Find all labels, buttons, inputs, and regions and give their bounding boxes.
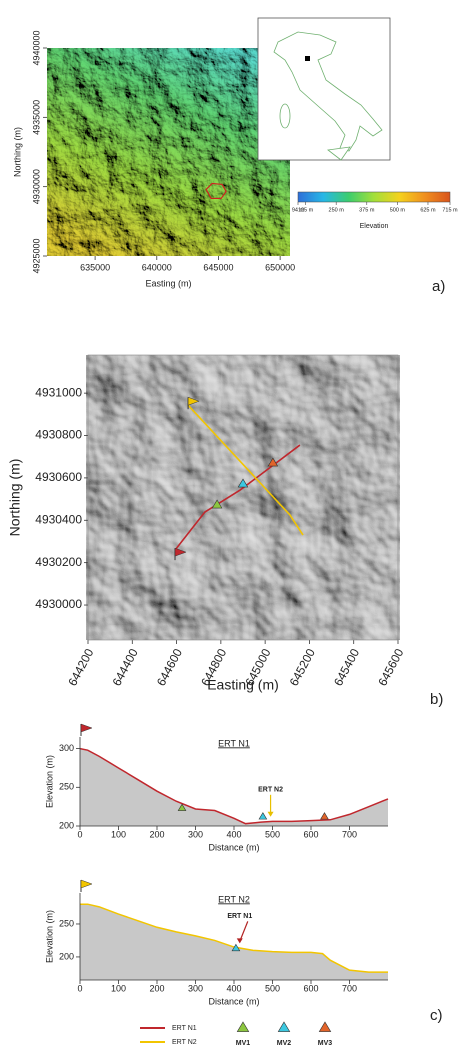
chart-title: ERT N1 — [218, 738, 250, 748]
colorbar-tick-label: 94 m — [292, 207, 305, 213]
colorbar-tick-label: 375 m — [359, 207, 375, 213]
x-axis-label: Easting (m) — [145, 278, 191, 288]
x-tick-label: 700 — [342, 983, 357, 993]
measurement-point — [177, 803, 187, 811]
x-tick-label: 645600 — [375, 646, 406, 688]
colorbar-tick-label: 625 m — [420, 207, 436, 213]
y-tick-label: 200 — [59, 820, 74, 830]
x-tick-label: 644400 — [110, 646, 141, 688]
y-tick-label: 200 — [59, 951, 74, 961]
x-tick-label: 700 — [342, 829, 357, 839]
legend-label: MV3 — [318, 1040, 333, 1047]
x-tick-label: 644200 — [65, 646, 96, 688]
x-tick-label: 600 — [303, 983, 318, 993]
x-tick-label: 200 — [149, 983, 164, 993]
x-axis-label: Distance (m) — [208, 842, 259, 852]
annotation-arrowhead — [236, 938, 243, 944]
panel-label: a) — [432, 278, 445, 295]
y-tick-label: 4935000 — [31, 100, 41, 135]
panel-label: c) — [430, 1007, 443, 1024]
flag — [80, 879, 93, 889]
elevation-raster — [47, 48, 290, 256]
plot-frame — [87, 354, 399, 641]
y-axis-label: Elevation (m) — [44, 755, 54, 808]
y-axis-label: Elevation (m) — [44, 910, 54, 963]
x-axis-label: Easting (m) — [207, 677, 279, 693]
y-tick-label: 250 — [59, 782, 74, 792]
colorbar-tick-label: 250 m — [329, 207, 345, 213]
x-tick-label: 100 — [111, 983, 126, 993]
x-tick-label: 645000 — [203, 262, 233, 272]
x-tick-label: 640000 — [142, 262, 172, 272]
x-tick-label: 500 — [265, 983, 280, 993]
x-axis-label: Distance (m) — [208, 996, 259, 1006]
x-tick-label: 200 — [149, 829, 164, 839]
x-tick-label: 600 — [303, 829, 318, 839]
y-tick-label: 4930000 — [35, 597, 82, 611]
annotation-arrow — [239, 921, 249, 942]
y-tick-label: 4930800 — [35, 428, 82, 442]
legend-label: MV1 — [236, 1040, 251, 1047]
legend-marker — [236, 1021, 250, 1032]
legend-marker — [277, 1021, 291, 1032]
y-axis-label: Northing (m) — [7, 459, 23, 537]
content: 635000 640000 645000 650000 4925000 4930000 49… — [7, 30, 458, 1046]
y-tick-label: 4930000 — [31, 169, 41, 204]
x-tick-label: 300 — [188, 829, 203, 839]
legend-marker — [318, 1021, 332, 1032]
ert-line — [187, 404, 304, 536]
colorbar-tick-label: 125 m — [298, 207, 314, 213]
x-tick-label: 400 — [226, 829, 241, 839]
colorbar-title: Elevation — [360, 223, 389, 230]
y-tick-label: 4930200 — [35, 555, 82, 569]
y-tick-label: 300 — [59, 743, 74, 753]
measurement-point — [258, 812, 268, 820]
x-tick-label: 644600 — [154, 646, 185, 688]
legend-label: ERT N1 — [172, 1025, 197, 1032]
x-tick-label: 645400 — [331, 646, 362, 688]
y-tick-label: 4931000 — [35, 385, 82, 399]
annotation: ERT N1 — [227, 913, 252, 920]
flag — [174, 547, 187, 557]
measurement-point — [211, 499, 223, 509]
x-tick-label: 0 — [77, 829, 82, 839]
colorbar — [297, 191, 451, 203]
measurement-point — [320, 812, 329, 820]
terrain-area — [80, 904, 388, 980]
panel-label: b) — [430, 691, 443, 708]
colorbar-tick-label: 715 m — [442, 207, 458, 213]
chart-title: ERT N2 — [218, 894, 250, 904]
x-tick-label: 300 — [188, 983, 203, 993]
legend-label: MV2 — [277, 1040, 292, 1047]
x-tick-label: 100 — [111, 829, 126, 839]
x-tick-label: 400 — [226, 983, 241, 993]
y-tick-label: 4940000 — [31, 30, 41, 65]
profile-line — [79, 747, 389, 825]
y-tick-label: 4930400 — [35, 512, 82, 526]
ert-line — [174, 444, 301, 551]
x-tick-label: 0 — [77, 983, 82, 993]
y-tick-label: 250 — [59, 918, 74, 928]
flag — [187, 396, 200, 406]
measurement-point — [267, 457, 279, 467]
study-area — [205, 182, 227, 200]
x-tick-label: 645200 — [287, 646, 318, 688]
y-tick-label: 4930600 — [35, 470, 82, 484]
annotation: ERT N2 — [258, 787, 283, 794]
hillshade-raster — [86, 355, 400, 640]
x-tick-label: 500 — [265, 829, 280, 839]
colorbar-tick-label: 500 m — [390, 207, 406, 213]
measurement-point — [237, 478, 249, 488]
inset-map — [257, 17, 391, 161]
annotation-arrowhead — [267, 811, 274, 817]
flag — [80, 723, 93, 733]
x-tick-label: 650000 — [265, 262, 295, 272]
terrain-area — [80, 748, 388, 826]
y-tick-label: 4925000 — [31, 238, 41, 273]
measurement-point — [231, 943, 241, 952]
legend-label: ERT N2 — [172, 1039, 197, 1046]
x-tick-label: 635000 — [80, 262, 110, 272]
y-axis-label: Northing (m) — [12, 127, 22, 177]
